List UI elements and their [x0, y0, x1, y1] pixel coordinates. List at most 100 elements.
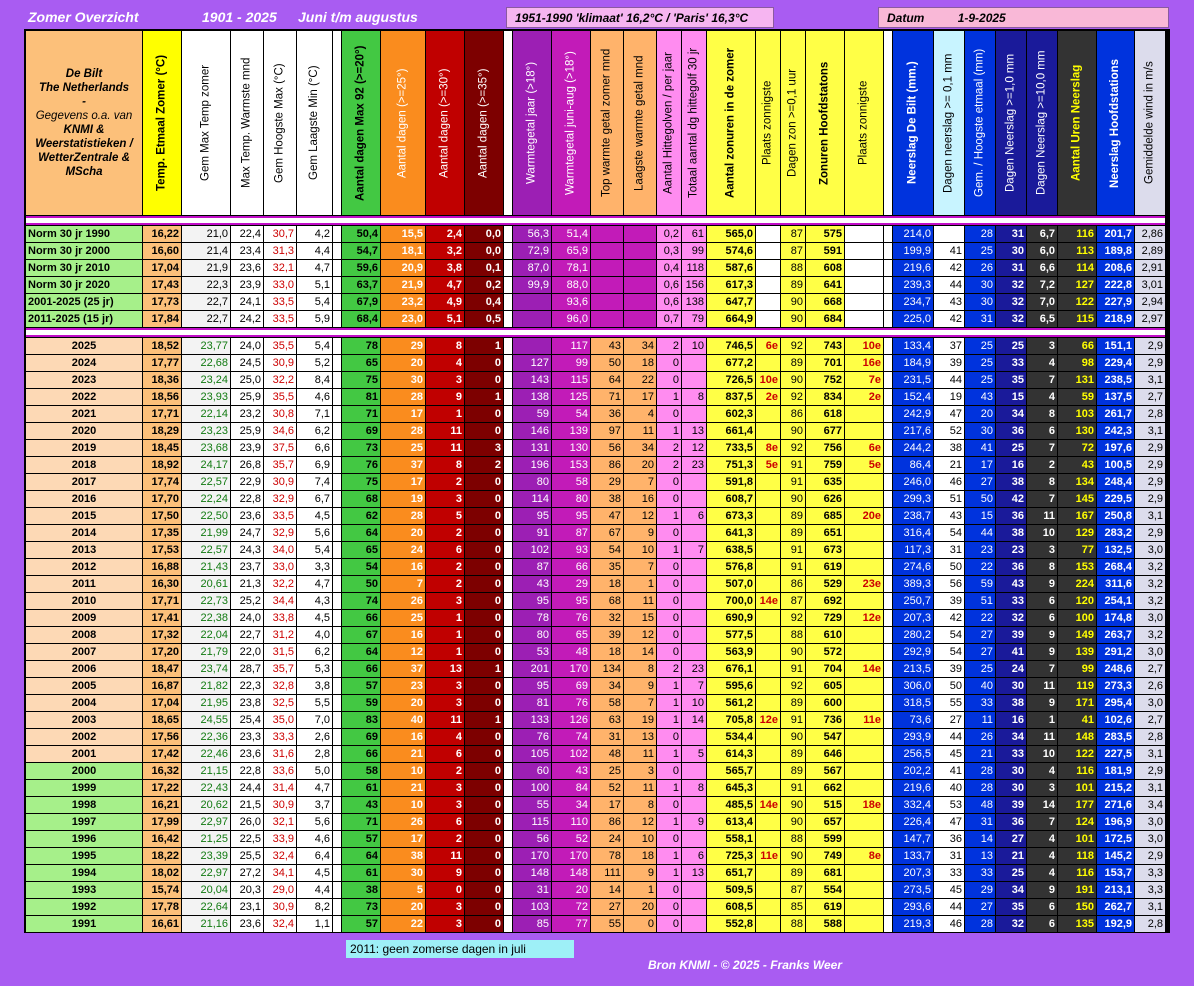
table-cell: 42	[934, 610, 964, 626]
column-spacer	[333, 814, 341, 830]
table-cell: 16	[381, 627, 425, 643]
table-cell: 23,0	[381, 311, 425, 327]
table-cell: 34	[552, 797, 590, 813]
station-info-line: Gegevens o.a. van	[35, 110, 133, 122]
table-cell: 5,9	[297, 311, 332, 327]
table-cell: 41	[1058, 712, 1096, 728]
year-row-label: 2017	[26, 474, 142, 490]
table-cell: 36	[996, 423, 1026, 439]
table-cell: 22,14	[182, 406, 230, 422]
table-cell: 115	[552, 372, 590, 388]
table-cell: 12	[624, 627, 656, 643]
table-cell: 90	[781, 491, 805, 507]
table-cell: 2,6	[1135, 678, 1165, 694]
table-cell: 8	[682, 389, 706, 405]
table-cell	[756, 474, 780, 490]
table-cell: 35,5	[264, 338, 296, 354]
column-spacer	[333, 31, 341, 215]
table-cell: 1	[657, 848, 681, 864]
table-cell: 95	[552, 508, 590, 524]
table-cell: 66	[342, 610, 380, 626]
table-cell: 172,5	[1097, 831, 1134, 847]
column-spacer	[333, 780, 341, 796]
table-cell: 126	[552, 712, 590, 728]
table-cell	[682, 729, 706, 745]
table-cell	[756, 311, 780, 327]
table-cell: 2,9	[1135, 491, 1165, 507]
table-cell: 0,1	[465, 260, 503, 276]
table-cell: 22,73	[182, 593, 230, 609]
year-row-label: 2010	[26, 593, 142, 609]
table-cell: 749	[806, 848, 844, 864]
table-cell: 32	[996, 916, 1026, 932]
table-cell	[682, 763, 706, 779]
table-cell	[845, 780, 883, 796]
table-cell: 248,6	[1097, 661, 1134, 677]
table-cell	[513, 294, 551, 310]
table-cell: 38	[342, 882, 380, 898]
table-cell: 2,9	[1135, 848, 1165, 864]
year-row-label: 1999	[26, 780, 142, 796]
table-cell: 92	[781, 610, 805, 626]
table-cell	[756, 559, 780, 575]
table-cell: 34,0	[264, 542, 296, 558]
table-cell: 22,50	[182, 508, 230, 524]
table-cell: 14e	[845, 661, 883, 677]
table-cell: 22,46	[182, 746, 230, 762]
table-cell: 646	[806, 746, 844, 762]
table-cell: 645,3	[707, 780, 755, 796]
table-cell: 11	[1027, 508, 1057, 524]
table-cell	[682, 372, 706, 388]
table-cell: 91	[781, 661, 805, 677]
column-spacer	[333, 277, 341, 293]
table-cell: 25	[381, 440, 425, 456]
table-cell: 1,1	[297, 916, 332, 932]
column-spacer	[504, 865, 512, 881]
column-spacer	[504, 763, 512, 779]
column-spacer	[504, 372, 512, 388]
column-spacer	[333, 474, 341, 490]
table-cell: 76	[342, 457, 380, 473]
table-cell: 50	[934, 678, 964, 694]
table-cell: 4,7	[297, 780, 332, 796]
column-spacer	[884, 882, 892, 898]
table-cell: 22,04	[182, 627, 230, 643]
table-cell: 117	[552, 338, 590, 354]
column-spacer	[504, 729, 512, 745]
table-cell: 2,9	[1135, 457, 1165, 473]
table-cell: 43	[591, 338, 623, 354]
column-spacer	[884, 311, 892, 327]
table-cell: 16	[381, 559, 425, 575]
table-cell: 8	[682, 780, 706, 796]
table-cell: 24	[591, 831, 623, 847]
column-spacer	[504, 423, 512, 439]
footer-source: Bron KNMI - © 2025 - Franks Weer	[648, 958, 843, 972]
table-cell: 89	[781, 865, 805, 881]
table-cell: 534,4	[707, 729, 755, 745]
table-cell: 756	[806, 440, 844, 456]
year-row-label: 2002	[26, 729, 142, 745]
table-cell: 6,0	[1027, 243, 1057, 259]
table-cell: 2,9	[1135, 338, 1165, 354]
table-cell: 11	[624, 780, 656, 796]
table-cell: 88	[781, 627, 805, 643]
table-cell: 55	[934, 695, 964, 711]
table-cell: 33	[965, 865, 995, 881]
table-cell	[845, 226, 883, 242]
table-cell: 133	[513, 712, 551, 728]
table-cell: 11	[624, 593, 656, 609]
table-cell: 24,1	[231, 294, 263, 310]
table-cell	[845, 559, 883, 575]
table-cell: 24	[381, 542, 425, 558]
column-spacer	[504, 338, 512, 354]
table-cell: 591,8	[707, 474, 755, 490]
table-cell: 92	[781, 338, 805, 354]
table-cell: 23,1	[231, 899, 263, 915]
table-cell: 25	[965, 372, 995, 388]
table-cell: 558,1	[707, 831, 755, 847]
table-cell: 2	[657, 457, 681, 473]
table-cell: 43	[934, 508, 964, 524]
table-cell: 9	[624, 865, 656, 881]
table-cell: 0	[465, 746, 503, 762]
table-cell: 219,3	[893, 916, 933, 932]
